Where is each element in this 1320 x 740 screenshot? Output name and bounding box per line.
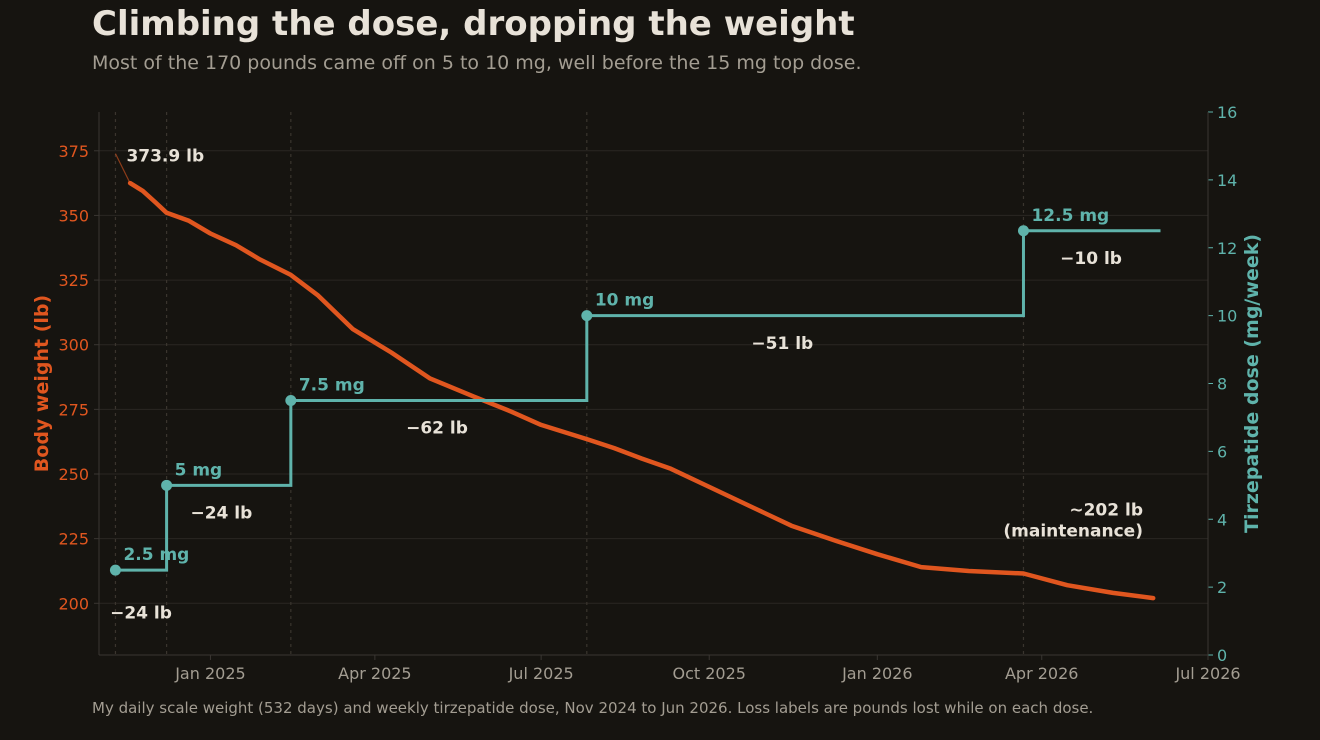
dose-point <box>581 310 593 322</box>
loss-label: −24 lb <box>110 604 172 624</box>
annotation-layer: 373.9 lb 2.5 mg 5 mg 7.5 mg 10 mg 12.5 mg −24 … <box>110 147 1143 624</box>
right-tick-label: 4 <box>1217 510 1227 529</box>
right-tick-label: 12 <box>1217 239 1237 258</box>
loss-label: −10 lb <box>1060 249 1122 269</box>
loss-label: ~202 lb <box>1069 500 1143 520</box>
weight-line <box>127 180 1156 601</box>
right-tick-label: 2 <box>1217 578 1227 597</box>
dose-label: 5 mg <box>175 460 223 480</box>
chart-subtitle: Most of the 170 pounds came off on 5 to … <box>92 52 862 74</box>
chart-title: Climbing the dose, dropping the weight <box>92 4 855 44</box>
right-tick-label: 0 <box>1217 646 1227 665</box>
x-tick-label: Oct 2025 <box>672 664 745 683</box>
left-tick-label: 200 <box>58 594 89 613</box>
weight-start-segment <box>114 153 131 184</box>
dose-label: 7.5 mg <box>299 375 365 395</box>
dose-label: 12.5 mg <box>1031 206 1109 226</box>
chart-caption: My daily scale weight (532 days) and wee… <box>92 699 1094 717</box>
x-tick-label: Apr 2025 <box>338 664 411 683</box>
x-tick-label: Jan 2026 <box>841 664 912 683</box>
right-tick-label: 16 <box>1217 103 1237 122</box>
left-tick-label: 275 <box>58 400 89 419</box>
left-tick-label: 325 <box>58 271 89 290</box>
left-tick-label: 250 <box>58 465 89 484</box>
start-weight-label: 373.9 lb <box>126 147 204 167</box>
left-tick-label: 300 <box>58 336 89 355</box>
axes: 200 225 250 275 300 325 350 375 0 2 4 6 8 10 12 14 16 Jan… <box>31 103 1263 683</box>
right-axis-title: Tirzepatide dose (mg/week) <box>1241 234 1263 533</box>
left-tick-label: 375 <box>58 142 89 161</box>
dose-label: 10 mg <box>595 291 654 311</box>
dose-point <box>285 394 297 406</box>
dose-point <box>1017 225 1029 237</box>
x-tick-label: Jul 2025 <box>508 664 574 683</box>
loss-label: −24 lb <box>190 503 252 523</box>
left-tick-label: 350 <box>58 206 89 225</box>
series-layer <box>109 153 1161 601</box>
right-tick-label: 14 <box>1217 171 1237 190</box>
right-tick-label: 10 <box>1217 307 1237 326</box>
x-tick-label: Apr 2026 <box>1005 664 1078 683</box>
loss-label: −62 lb <box>406 419 468 439</box>
dose-step-line <box>115 229 1161 572</box>
dose-change-lines <box>114 112 1025 655</box>
loss-label: (maintenance) <box>1003 521 1143 541</box>
right-tick-label: 6 <box>1217 442 1227 461</box>
loss-label: −51 lb <box>751 334 813 354</box>
x-tick-label: Jan 2025 <box>174 664 245 683</box>
x-tick-label: Jul 2026 <box>1174 664 1240 683</box>
dose-point <box>161 479 173 491</box>
right-tick-label: 8 <box>1217 375 1227 394</box>
dose-label: 2.5 mg <box>123 545 189 565</box>
left-tick-label: 225 <box>58 530 89 549</box>
left-axis-title: Body weight (lb) <box>31 295 53 472</box>
dose-point <box>109 564 121 576</box>
